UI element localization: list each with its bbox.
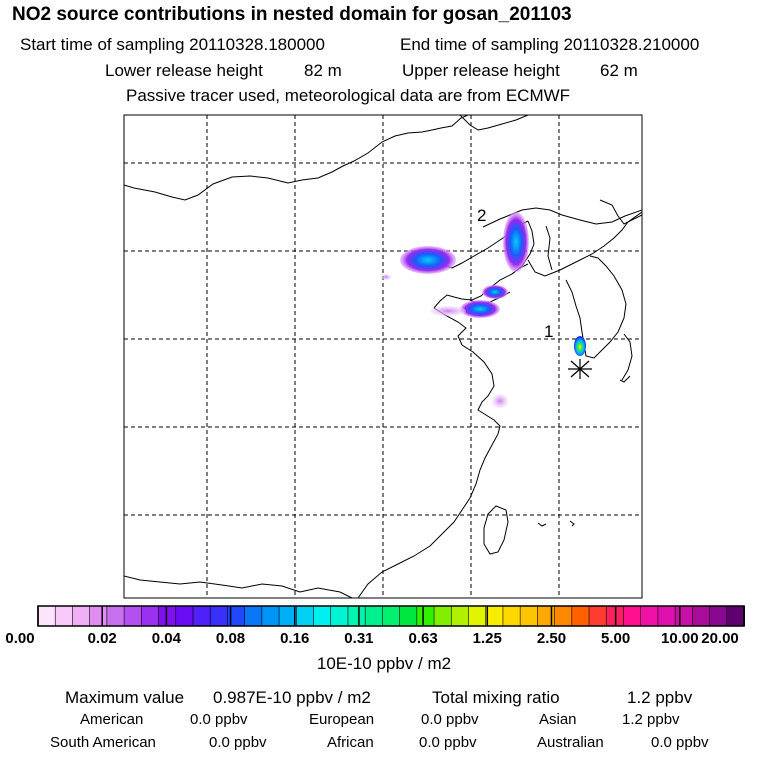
colorbar-cell [554,605,573,627]
colorbar-cell [330,605,349,627]
colorbar-cell [72,605,91,627]
colorbar-cell [519,605,539,627]
colorbar-cell [692,605,711,627]
colorbar-tick-label: 0.04 [151,630,181,647]
colorbar-cell [261,605,280,627]
colorbar-cell [192,605,212,627]
plume-faint-spot [381,274,391,280]
colorbar-tick-label: 0.08 [215,630,246,647]
colorbar-cell [158,605,177,627]
colorbar-tick-label: 20.00 [701,630,739,647]
max-value: 0.987E-10 ppbv / m2 [213,688,371,707]
plume-shandong [460,300,500,318]
colorbar-cell [537,605,556,627]
colorbar-tick-label: 1.25 [472,630,502,647]
region-australian-label: Australian [537,734,604,751]
colorbar-cell [709,605,728,627]
colorbar-cell [209,605,229,627]
latlon-grid [124,115,642,598]
map-frame [123,114,643,599]
colorbar-cell [123,605,143,627]
colorbar-cell [54,605,74,627]
colorbar-cell [37,605,57,627]
colorbar-cell [106,605,125,627]
colorbar-cell [313,605,332,627]
region-asian-label: Asian [539,711,577,728]
total-mixing-value: 1.2 ppbv [627,688,693,707]
colorbar-tick-label: 0.16 [280,630,310,647]
upper-release-label: Upper release height [402,61,560,80]
region-american-label: American [80,711,144,728]
colorbar-cell [640,605,659,627]
colorbar-tick-label: 2.50 [536,630,567,647]
tracer-note: Passive tracer used, meteorological data… [126,86,571,105]
start-time-label: Start time of sampling 20110328.180000 [20,35,325,54]
asterisk-icon [568,359,592,379]
plume-liaoning [503,212,529,272]
colorbar-cell [657,605,677,627]
colorbar-tick-label: 0.63 [408,630,438,647]
end-time-label: End time of sampling 20110328.210000 [400,35,700,54]
region-asian-value: 1.2 ppbv [622,711,680,728]
colorbar-cell [468,605,487,627]
colorbar-cell [295,605,315,627]
colorbar-cell [244,605,263,627]
map-label-2: 2 [477,206,486,225]
region-south-american-value: 0.0 ppbv [209,734,267,751]
upper-release-value: 62 m [600,61,638,80]
colorbar-tick-label: 5.00 [601,630,631,647]
map-title: NO2 source contributions in nested domai… [12,4,572,25]
region-european-value: 0.0 ppbv [421,711,479,728]
max-value-label: Maximum value [65,688,185,707]
lower-release-value: 82 m [304,61,342,80]
plume-bohai [482,285,508,299]
colorbar-cell [347,605,367,627]
region-african-value: 0.0 ppbv [419,734,477,751]
region-australian-value: 0.0 ppbv [651,734,709,751]
colorbar-cell [433,605,453,627]
colorbar-cell [674,605,694,627]
colorbar-cell [89,605,108,627]
colorbar-units: 10E-10 ppbv / m2 [316,654,452,673]
colorbar-tick-label: 0.31 [344,630,374,647]
colorbar-tick-label: 0.00 [5,630,35,647]
colorbar-cell [726,605,745,627]
colorbar [37,605,745,627]
region-european-label: European [309,711,375,728]
plume-faint-south [492,394,508,408]
lower-release-label: Lower release height [105,61,263,80]
map-label-1: 1 [544,322,553,341]
colorbar-tick-label: 10.00 [661,630,699,647]
colorbar-cell [571,605,590,627]
colorbar-cell [588,605,608,627]
region-south-american-label: South American [50,734,156,751]
colorbar-cell [450,605,470,627]
concentration-plumes [381,212,586,408]
colorbar-cell [623,605,642,627]
region-american-value: 0.0 ppbv [190,711,248,728]
total-mixing-label: Total mixing ratio [432,688,560,707]
colorbar-cell [141,605,160,627]
colorbar-cell [502,605,522,627]
colorbar-cell [399,605,418,627]
plume-faint-west [430,306,466,316]
colorbar-cell [175,605,194,627]
region-african-label: African [327,734,374,751]
colorbar-cell [416,605,435,627]
colorbar-cell [485,605,504,627]
colorbar-tick-label: 0.02 [87,630,117,647]
colorbar-cell [382,605,401,627]
colorbar-cell [364,605,384,627]
plume-korea-hotspot [574,336,586,356]
plume-beijing-tianjin [400,246,456,274]
